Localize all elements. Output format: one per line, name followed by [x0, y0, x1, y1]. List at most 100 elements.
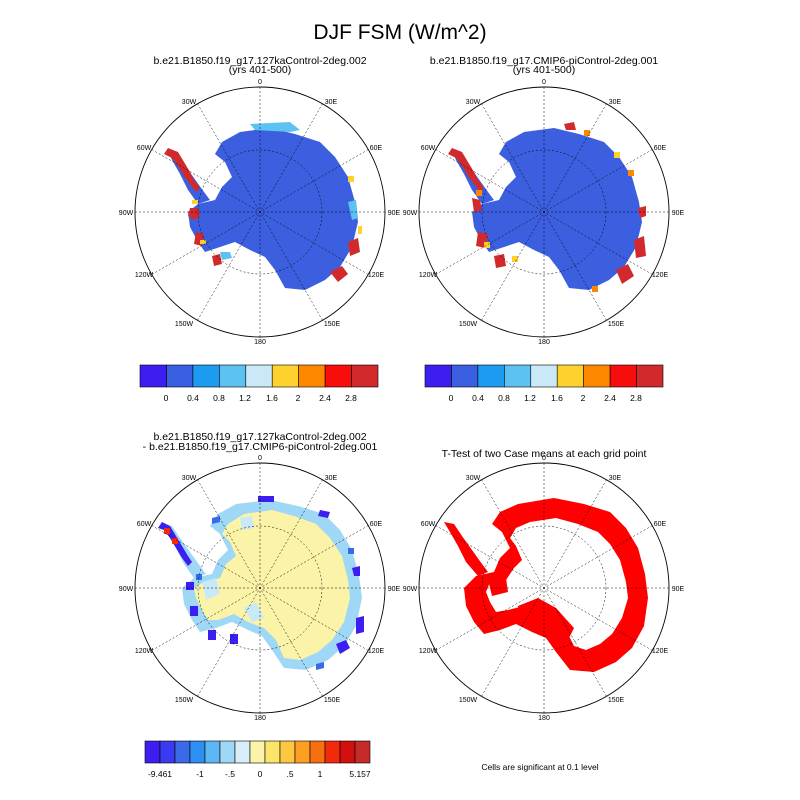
colorbar-label: 2.8	[345, 393, 357, 403]
lon-label: 0	[542, 79, 546, 86]
colorbar-box	[144, 740, 161, 764]
lon-label: 30W	[182, 99, 197, 106]
colorbar-label: 0	[449, 393, 454, 403]
panel-c-title-line1: b.e21.B1850.f19_g17.127kaControl-2deg.00…	[153, 431, 366, 443]
colorbar-label: -.5	[225, 769, 235, 779]
lon-label: 30E	[325, 99, 338, 106]
colorbar-box	[530, 364, 558, 388]
lon-label: 0	[258, 455, 262, 462]
colorbar-label: -1	[196, 769, 204, 779]
lon-label: 60W	[137, 145, 152, 152]
antarctica-land	[188, 128, 358, 290]
antarctica-land-yellow	[194, 510, 350, 660]
colorbar-label: 1	[318, 769, 323, 779]
colorbar-box	[609, 364, 637, 388]
lon-label: 150E	[324, 321, 341, 328]
lon-label: 180	[538, 715, 550, 722]
panel-c: b.e21.B1850.f19_g17.127kaControl-2deg.00…	[119, 431, 401, 779]
lon-label: 60W	[421, 521, 436, 528]
lon-label: 180	[254, 715, 266, 722]
panel-c-title-line2: - b.e21.B1850.f19_g17.CMIP6-piControl-2d…	[143, 441, 378, 453]
panel-b-land-field	[448, 122, 646, 292]
panel-a-graticule	[135, 87, 385, 337]
lon-label: 180	[538, 339, 550, 346]
lon-label: 180	[254, 339, 266, 346]
colorbar-box	[309, 740, 326, 764]
lon-label: 90W	[403, 210, 418, 217]
colorbar-box	[583, 364, 611, 388]
colorbar-label: 0.8	[213, 393, 225, 403]
colorbar-label: 1.2	[239, 393, 251, 403]
panel-a-colorbar-boxes	[139, 364, 379, 388]
significant-peninsula	[444, 522, 488, 576]
interior-light-blue	[202, 516, 264, 622]
lon-label: 30W	[182, 475, 197, 482]
panel-a-map: 0 30E 60E 90E 120E 150E 180 150W 120W 90…	[119, 79, 401, 346]
colorbar-box	[451, 364, 479, 388]
colorbar-box	[219, 364, 247, 388]
lon-label: 60E	[654, 521, 667, 528]
panel-d-title: T-Test of two Case means at each grid po…	[442, 448, 647, 460]
panel-b-graticule	[419, 87, 669, 337]
lon-label: 120W	[419, 648, 438, 655]
lon-label: 60E	[654, 145, 667, 152]
colorbar-label: 1.6	[551, 393, 563, 403]
colorbar-label: 0	[164, 393, 169, 403]
lon-label: 90E	[672, 586, 685, 593]
colorbar-box	[249, 740, 266, 764]
colorbar-box	[351, 364, 379, 388]
panel-b-map-boundary	[418, 86, 670, 338]
coast-high-values	[448, 122, 646, 284]
colorbar-label: 0.4	[472, 393, 484, 403]
lon-label: 150W	[459, 697, 478, 704]
lon-label: 150W	[175, 321, 194, 328]
colorbar-box	[234, 740, 251, 764]
lon-label: 90E	[388, 586, 401, 593]
colorbar-box	[354, 740, 371, 764]
panel-a-title-line2: (yrs 401-500)	[229, 64, 291, 76]
lon-label: 120W	[419, 272, 438, 279]
lon-label: 120W	[135, 272, 154, 279]
significant-interior-patch	[488, 578, 574, 640]
colorbar-box	[159, 740, 176, 764]
colorbar-box	[298, 364, 326, 388]
panel-c-colorbar-boxes	[144, 740, 371, 764]
colorbar-box	[294, 740, 311, 764]
lon-label: 30E	[609, 99, 622, 106]
colorbar-label: 0.8	[498, 393, 510, 403]
significance-note: Cells are significant at 0.1 level	[481, 762, 598, 772]
panel-d-significance-field	[444, 498, 648, 672]
lon-label: 90W	[119, 586, 134, 593]
lon-label: 60W	[137, 521, 152, 528]
coast-positive-values	[164, 528, 178, 544]
panel-b-title-line2: (yrs 401-500)	[513, 64, 575, 76]
panel-d: T-Test of two Case means at each grid po…	[403, 448, 685, 772]
lon-label: 90W	[403, 586, 418, 593]
colorbar-box	[324, 364, 352, 388]
colorbar-box	[245, 364, 273, 388]
panel-d-graticule	[419, 463, 669, 713]
colorbar-box	[174, 740, 191, 764]
lon-label: 60E	[370, 145, 383, 152]
colorbar-box	[166, 364, 194, 388]
panel-d-lon-labels: 0 30E 60E 90E 120E 150E 180 150W 120W 90…	[403, 455, 685, 722]
panel-a: b.e21.B1850.f19_g17.127kaControl-2deg.00…	[119, 55, 401, 403]
colorbar-box	[192, 364, 220, 388]
colorbar-box	[279, 740, 296, 764]
lon-label: 60W	[421, 145, 436, 152]
colorbar-label: 5.157	[349, 769, 371, 779]
lon-label: 120E	[652, 272, 669, 279]
panel-a-land-field	[164, 122, 362, 290]
panel-b-lon-labels: 0 30E 60E 90E 120E 150E 180 150W 120W 90…	[403, 79, 685, 346]
lon-label: 150W	[175, 697, 194, 704]
panel-b-colorbar-boxes	[424, 364, 664, 388]
panel-a-lon-labels: 0 30E 60E 90E 120E 150E 180 150W 120W 90…	[119, 79, 401, 346]
coast-high-values	[164, 148, 360, 282]
lon-label: 30W	[466, 99, 481, 106]
lon-label: 120E	[652, 648, 669, 655]
colorbar-label: 1.2	[524, 393, 536, 403]
lon-label: 120E	[368, 272, 385, 279]
panel-b-colorbar: 0 0.4 0.8 1.2 1.6 2 2.4 2.8	[424, 364, 664, 403]
panel-b: b.e21.B1850.f19_g17.CMIP6-piControl-2deg…	[403, 55, 685, 403]
